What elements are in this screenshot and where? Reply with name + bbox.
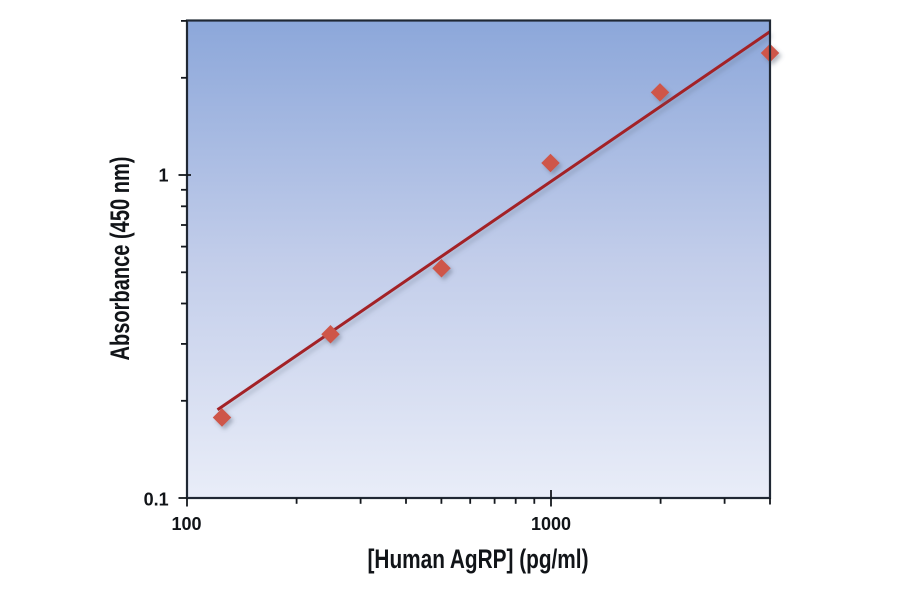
svg-text:1000: 1000: [531, 514, 571, 534]
svg-text:Absorbance (450 nm): Absorbance (450 nm): [105, 157, 135, 361]
svg-text:0.1: 0.1: [144, 490, 169, 510]
svg-text:[Human AgRP] (pg/ml): [Human AgRP] (pg/ml): [368, 544, 589, 574]
svg-text:100: 100: [171, 514, 201, 534]
svg-text:1: 1: [158, 166, 168, 186]
